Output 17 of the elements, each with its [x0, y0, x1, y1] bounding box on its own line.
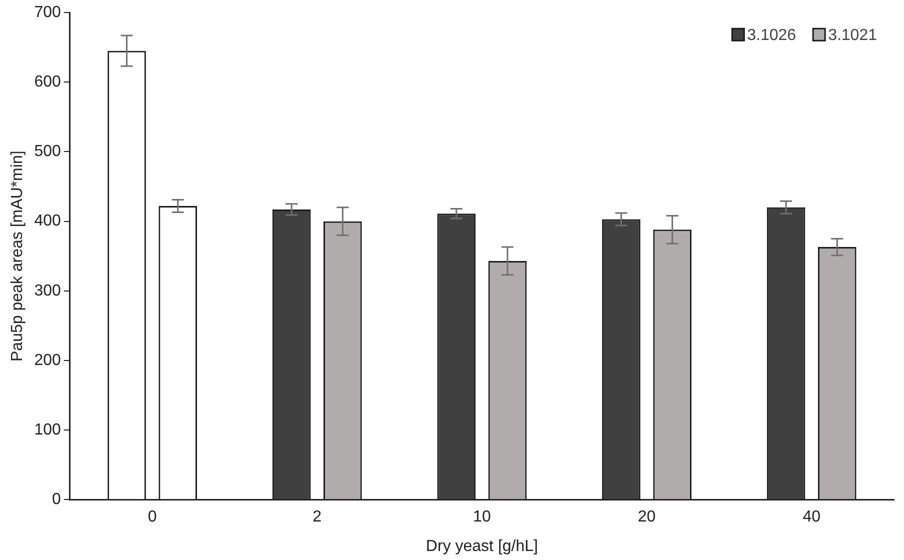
x-tick-label: 2	[312, 508, 322, 526]
legend-label: 3.1026	[747, 27, 796, 44]
y-tick-label: 0	[52, 491, 61, 508]
y-tick-label: 200	[34, 352, 61, 369]
y-tick-label: 700	[34, 4, 61, 22]
x-axis-title: Dry yeast [g/hL]	[426, 538, 538, 555]
x-tick-label: 40	[802, 508, 821, 526]
y-tick-label: 400	[34, 212, 61, 230]
x-tick-label: 10	[473, 508, 491, 526]
x-tick-label: 20	[638, 508, 656, 526]
y-tick-label: 100	[34, 421, 61, 438]
x-tick-label: 0	[148, 508, 157, 526]
y-tick-label: 500	[34, 143, 61, 160]
legend-label: 3.1021	[828, 27, 878, 44]
y-axis-title: Pau5p peak areas [mAU*min]	[9, 150, 26, 362]
y-tick-label: 600	[34, 74, 61, 91]
y-tick-label: 300	[34, 282, 61, 300]
